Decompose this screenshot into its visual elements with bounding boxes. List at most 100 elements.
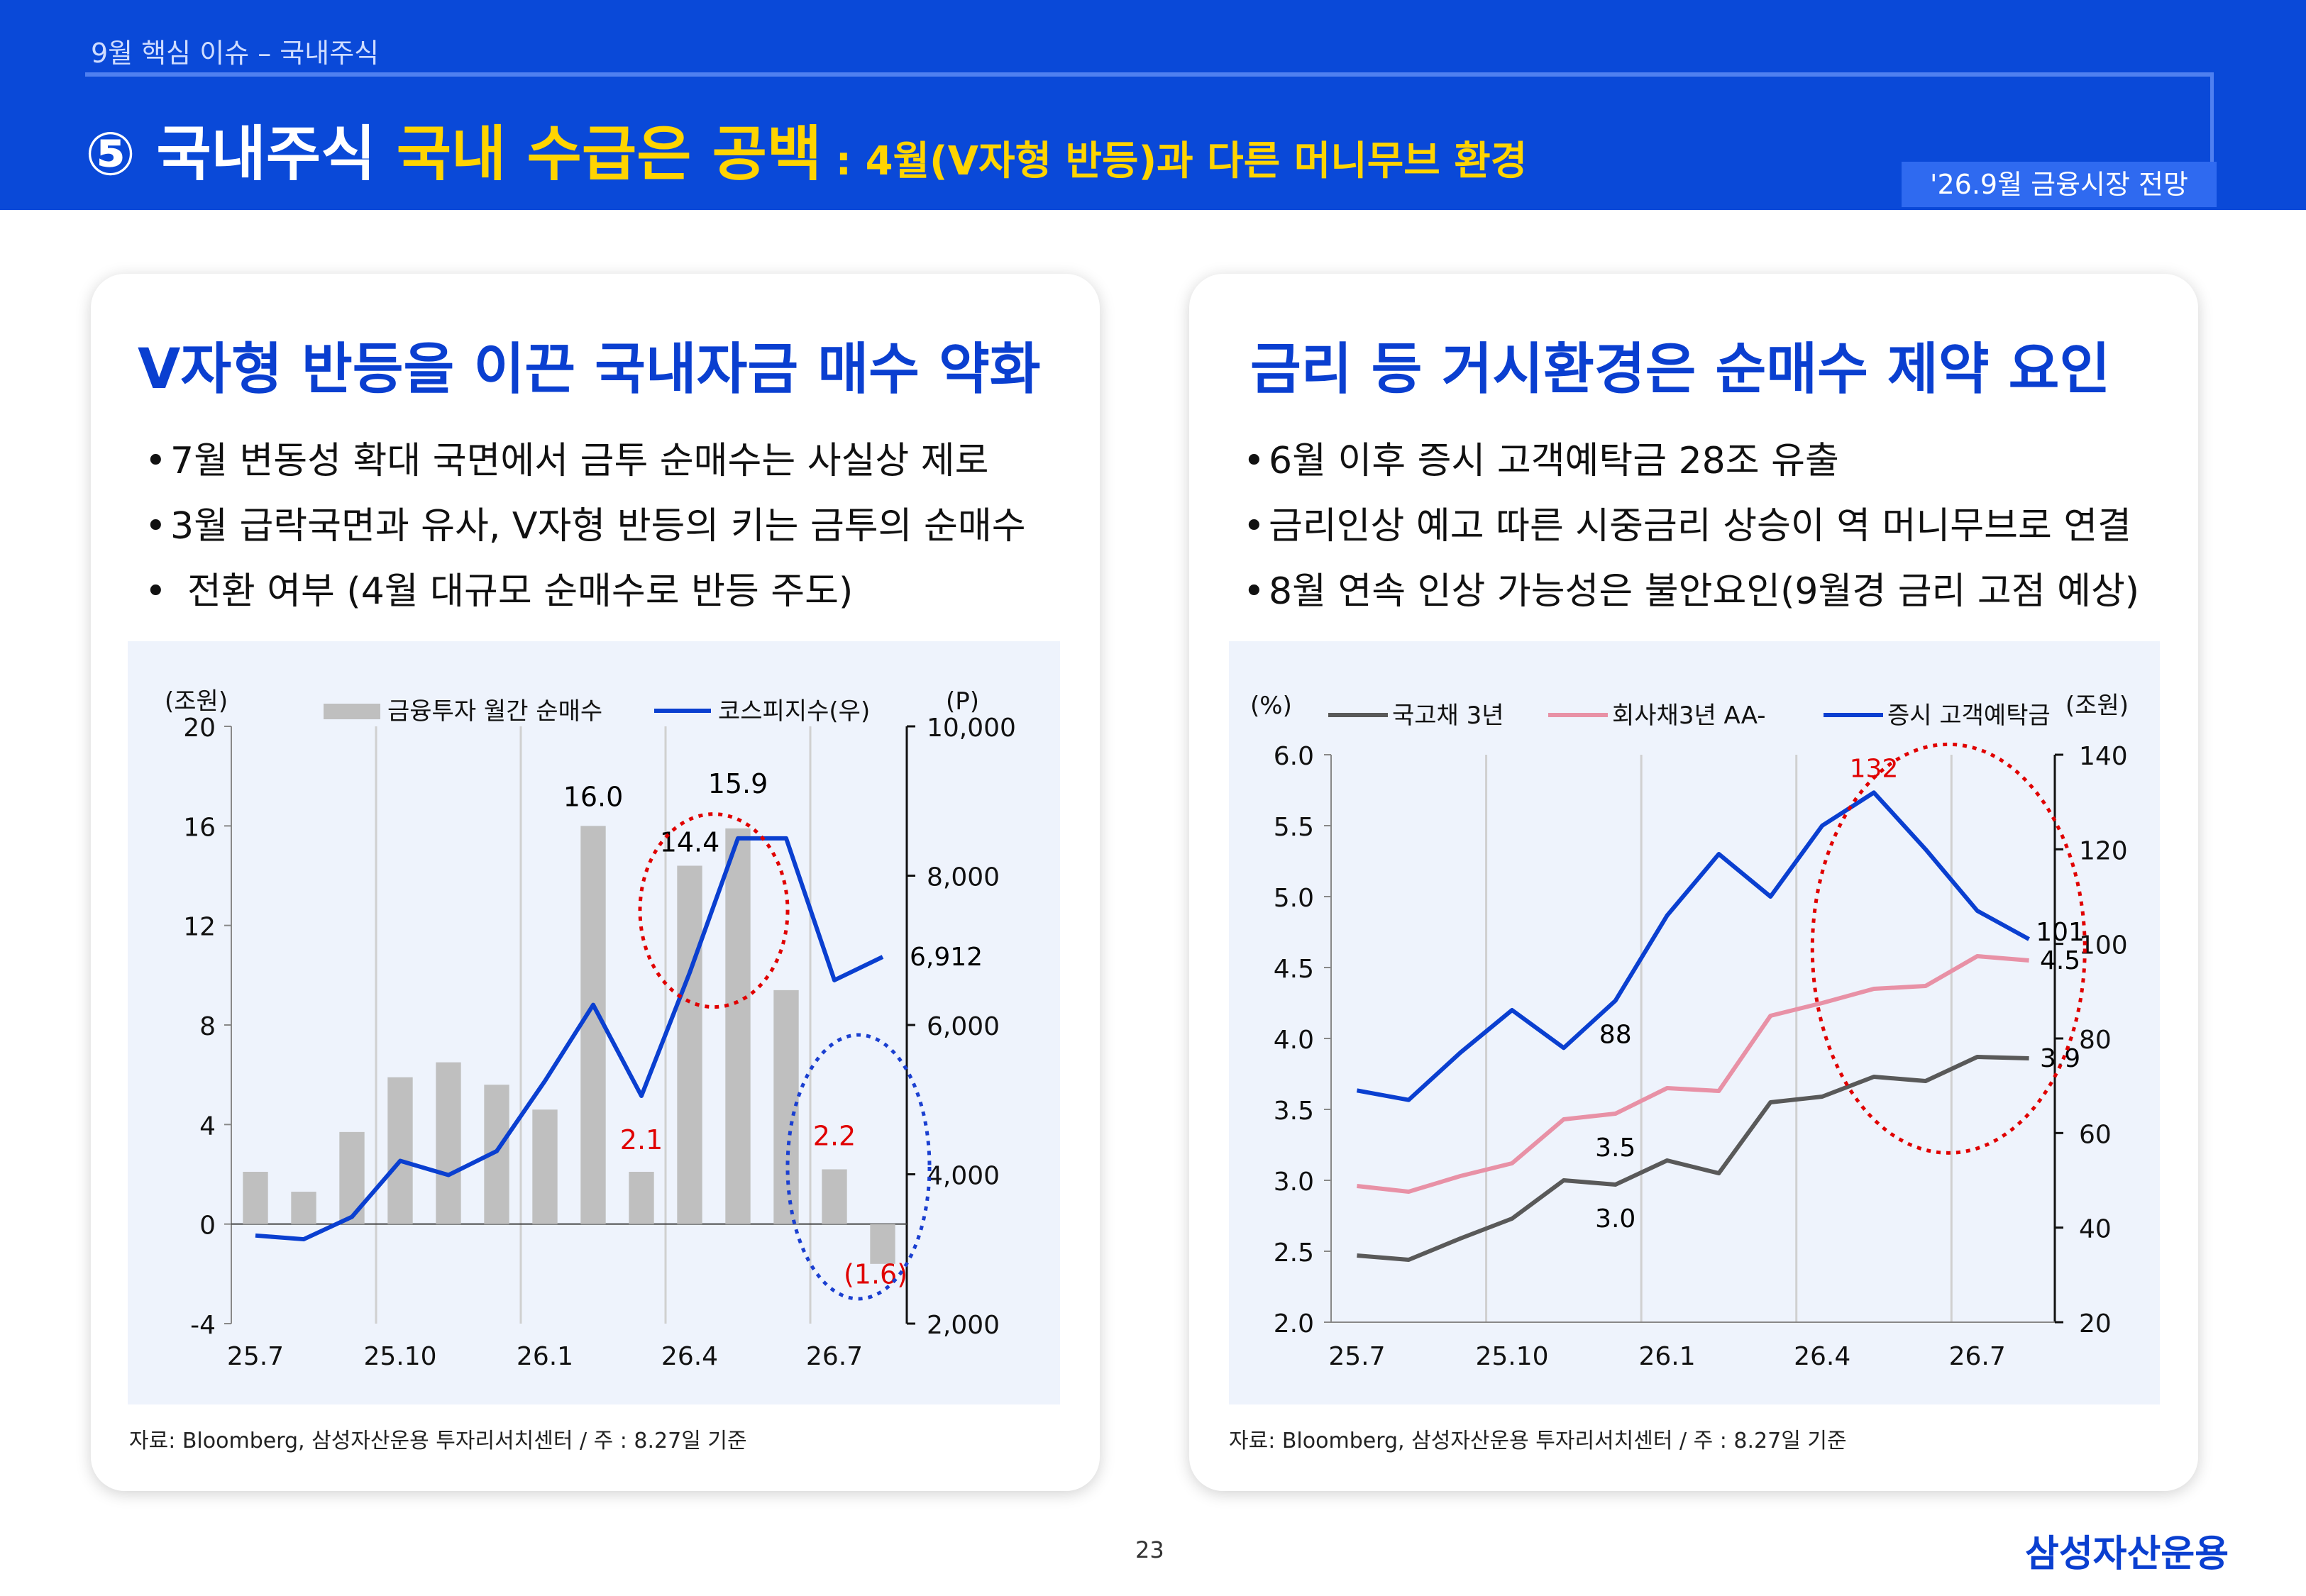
y-tick-label: 20	[183, 714, 216, 743]
right-bullets: 6월 이후 증시 고객예탁금 28조 유출 금리인상 예고 따른 시중금리 상승…	[1243, 428, 2139, 624]
y-tick-label: -4	[190, 1311, 216, 1340]
header-divider	[85, 72, 2210, 77]
data-label: 4.5	[2040, 946, 2080, 975]
y2-tick-label: 2,000	[927, 1311, 1000, 1340]
y2-tick-label: 120	[2079, 836, 2128, 865]
x-tick-label: 26.7	[1949, 1342, 2006, 1371]
bar	[870, 1224, 895, 1264]
right-axis-unit: (P)	[946, 687, 979, 716]
legend-label-line: 코스피지수(우)	[718, 697, 870, 726]
right-source-note: 자료: Bloomberg, 삼성자산운용 투자리서치센터 / 주 : 8.27…	[1229, 1429, 1847, 1453]
y-tick-label: 8	[199, 1012, 216, 1041]
y-tick-label: 12	[183, 913, 216, 942]
x-tick-label: 26.1	[1638, 1342, 1695, 1371]
right-axis-unit: (조원)	[2065, 692, 2129, 720]
right-chart: 2.0 2.5 3.0 3.5 4.0 4.5 5.0 5.5 6.0 20 40 60 80 100 12…	[1250, 692, 2129, 1371]
y2-tick-label: 80	[2079, 1026, 2112, 1055]
bar	[677, 865, 702, 1224]
x-tick-label: 25.10	[363, 1342, 436, 1371]
series-line-1	[1357, 954, 2029, 1194]
left-panel: V자형 반등을 이끈 국내자금 매수 약화 7월 변동성 확대 국면에서 금투 …	[91, 274, 1100, 1491]
x-tick-label: 26.4	[1794, 1342, 1850, 1371]
bar	[339, 1131, 365, 1224]
kospi-line	[255, 836, 884, 1242]
legend-label-bars: 금융투자 월간 순매수	[387, 697, 602, 726]
bar	[532, 1109, 558, 1224]
data-label: 88	[1599, 1021, 1632, 1050]
series-line-2	[1356, 790, 2031, 1102]
right-panel: 금리 등 거시환경은 순매수 제약 요인 6월 이후 증시 고객예탁금 28조 …	[1189, 274, 2198, 1491]
legend-label: 증시 고객예탁금	[1887, 702, 2051, 730]
y-tick-label: 2.5	[1274, 1238, 1314, 1268]
data-label: 16.0	[563, 781, 624, 812]
left-axis-unit: (%)	[1250, 692, 1292, 720]
legend-swatch-bars	[324, 704, 380, 719]
title-tagline: : 4월(V자형 반등)과 다른 머니무브 환경	[822, 138, 1528, 184]
y-tick-label: 0	[199, 1212, 216, 1241]
y2-tick-label: 140	[2079, 742, 2128, 771]
y2-tick-label: 4,000	[927, 1162, 1000, 1191]
y2-tick-label: 8,000	[927, 863, 1000, 892]
highlight-ellipse-red	[638, 812, 790, 1009]
right-bullet-2: 금리인상 예고 따른 시중금리 상승이 역 머니무브로 연결	[1243, 494, 2139, 559]
right-bullet-1: 6월 이후 증시 고객예탁금 28조 유출	[1243, 428, 2139, 494]
title-highlight: 국내 수급은 공백	[396, 119, 822, 189]
series-line-0	[1357, 1055, 2029, 1262]
right-panel-title: 금리 등 거시환경은 순매수 제약 요인	[1250, 338, 2111, 401]
y-tick-label: 4.0	[1274, 1026, 1314, 1055]
left-bullet-2: 3월 급락국면과 유사, V자형 반등의 키는 금투의 순매수	[145, 494, 1026, 559]
data-label: 2.2	[813, 1120, 856, 1151]
y-tick-label: 2.0	[1274, 1309, 1314, 1339]
y-tick-label: 3.0	[1274, 1168, 1314, 1197]
left-chart: -4 0 4 8 12 16 20 2,000 4,000 6,000 8,000 10,000 25.…	[165, 687, 1016, 1371]
data-label: 2.1	[620, 1124, 663, 1156]
bar	[773, 990, 799, 1224]
title-main: ⑤ 국내주식	[85, 119, 397, 189]
bar	[291, 1192, 316, 1224]
x-tick-label: 25.10	[1475, 1342, 1548, 1371]
highlight-ellipse-blue	[785, 1033, 932, 1301]
report-badge: '26.9월 금융시장 전망	[1902, 162, 2217, 207]
x-tick-label: 26.1	[517, 1342, 573, 1371]
y-tick-label: 16	[183, 813, 216, 842]
y2-tick-label: 20	[2079, 1309, 2112, 1339]
data-label: 3.5	[1595, 1134, 1635, 1163]
data-label: 101	[2036, 918, 2085, 947]
x-tick-label: 26.7	[806, 1342, 863, 1371]
left-source-note: 자료: Bloomberg, 삼성자산운용 투자리서치센터 / 주 : 8.27…	[129, 1429, 747, 1453]
bar	[387, 1077, 413, 1224]
y-tick-label: 5.0	[1274, 884, 1314, 913]
left-axis-unit: (조원)	[165, 687, 228, 716]
y2-tick-label: 6,000	[927, 1012, 1000, 1041]
y2-tick-label: 60	[2079, 1120, 2112, 1149]
x-tick-label: 25.7	[227, 1342, 284, 1371]
left-bullet-2-cont: 전환 여부 (4월 대규모 순매수로 반등 주도)	[145, 559, 1026, 624]
y-tick-label: 5.5	[1274, 813, 1314, 842]
data-label: 14.4	[660, 826, 720, 858]
data-label: 6,912	[910, 943, 983, 972]
y2-tick-label: 100	[2079, 931, 2128, 960]
x-tick-label: 26.4	[661, 1342, 718, 1371]
y-tick-label: 4.5	[1274, 955, 1314, 984]
left-chart-area: -4 0 4 8 12 16 20 2,000 4,000 6,000 8,000 10,000 25.…	[128, 641, 1060, 1404]
page-title: ⑤ 국내주식 국내 수급은 공백 : 4월(V자형 반등)과 다른 머니무브 환…	[85, 106, 1527, 192]
bar	[629, 1171, 654, 1224]
header-divider-end	[2210, 72, 2214, 165]
x-tick-label: 25.7	[1328, 1342, 1385, 1371]
bar	[725, 828, 751, 1224]
page-number: 23	[1135, 1536, 1164, 1563]
left-bullet-1: 7월 변동성 확대 국면에서 금투 순매수는 사실상 제로	[145, 428, 1026, 494]
right-chart-area: 2.0 2.5 3.0 3.5 4.0 4.5 5.0 5.5 6.0 20 40 60 80 100 12…	[1229, 641, 2160, 1404]
right-bullet-3: 8월 연속 인상 가능성은 불안요인(9월경 금리 고점 예상)	[1243, 559, 2139, 624]
data-label: 3.0	[1595, 1204, 1635, 1234]
y-tick-label: 4	[199, 1112, 216, 1141]
data-label: 15.9	[708, 768, 768, 799]
brand-logo: 삼성자산운용	[2025, 1533, 2229, 1575]
y2-tick-label: 10,000	[927, 714, 1016, 743]
y2-tick-label: 40	[2079, 1215, 2112, 1244]
left-panel-title: V자형 반등을 이끈 국내자금 매수 약화	[138, 338, 1041, 401]
y-tick-label: 6.0	[1274, 742, 1314, 771]
legend-label: 회사채3년 AA-	[1612, 702, 1766, 730]
header-subtitle: 9월 핵심 이슈 – 국내주식	[91, 38, 380, 69]
legend-label: 국고채 3년	[1392, 702, 1504, 730]
